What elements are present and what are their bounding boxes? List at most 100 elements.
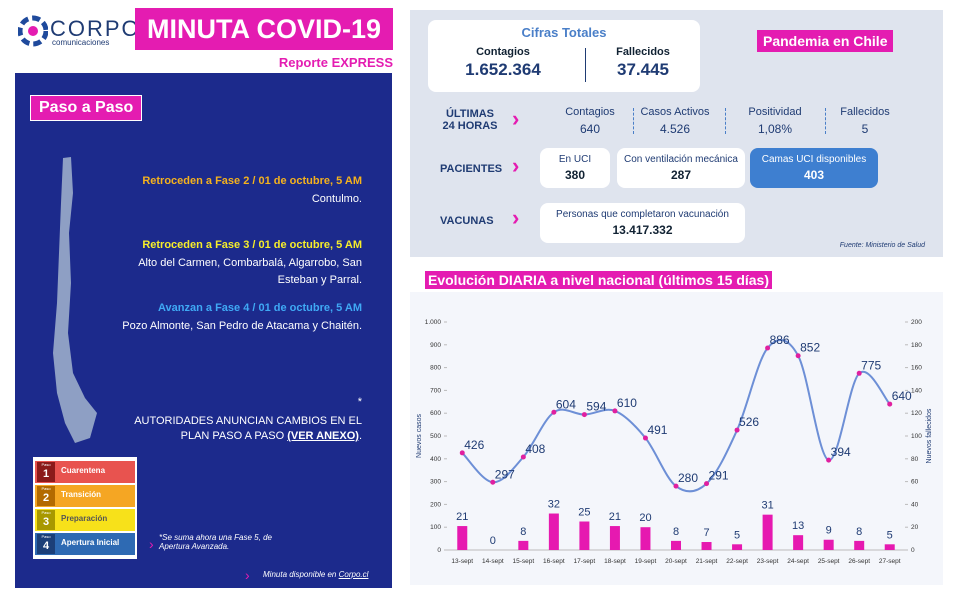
stat-label: Casos Activos — [640, 106, 710, 118]
item-heading: Retroceden a Fase 3 / 01 de octubre, 5 A… — [142, 239, 362, 251]
x-tick-label: 24-sept — [787, 558, 809, 565]
bar-label: 8 — [673, 526, 679, 538]
logo-sub: comunicaciones — [52, 38, 110, 47]
y-tick-label: 800 — [430, 365, 441, 372]
y2-tick-label: 0 — [911, 547, 915, 554]
point — [826, 457, 832, 463]
bar — [579, 521, 590, 550]
legend-row: Paso 1 Cuarentena — [35, 461, 135, 483]
item-text: Alto del Carmen, Combarbalá, Algarrobo, … — [138, 257, 362, 286]
fallecidos: 37.445 — [617, 60, 669, 79]
legend-label: Transición — [61, 490, 102, 499]
stat-label: Contagios — [565, 106, 615, 118]
fallecidos-label: Fallecidos — [616, 46, 670, 58]
legend-badge: Paso 4 — [37, 534, 55, 554]
bar-label: 5 — [734, 529, 740, 541]
point-label: 297 — [495, 467, 515, 481]
point — [642, 435, 648, 441]
bar — [518, 540, 529, 550]
bar-label: 20 — [639, 512, 651, 524]
stat-label: Personas que completaron vacunación — [556, 209, 729, 220]
stat-label: Camas UCI disponibles — [761, 154, 867, 165]
point — [795, 353, 801, 359]
stat-label: Positividad — [748, 106, 802, 118]
y2-tick-label: 20 — [911, 524, 919, 531]
separator — [633, 108, 634, 134]
map — [53, 157, 97, 443]
x-tick-label: 17-sept — [574, 558, 596, 565]
stat-card: En UCI 380 — [540, 148, 610, 188]
logo: CORPO — [50, 16, 141, 41]
x-tick-label: 27-sept — [879, 558, 901, 565]
y-tick-label: 200 — [430, 501, 441, 508]
x-tick-label: 18-sept — [604, 558, 626, 565]
item-text: Contulmo. — [311, 193, 362, 205]
note: *Se suma ahora una Fase 5, de Apertura A… — [159, 533, 272, 551]
x-tick-label: 21-sept — [696, 558, 718, 565]
y-tick-label: 900 — [430, 342, 441, 349]
chevron: › — [512, 153, 520, 178]
badge: Pandemia en Chile — [757, 30, 894, 52]
point — [887, 401, 893, 407]
point-label: 610 — [617, 396, 637, 410]
note-arrow: › — [149, 536, 154, 552]
y-tick-label: 500 — [430, 433, 441, 440]
subtitle: Reporte EXPRESS — [278, 55, 393, 70]
legend-row: Paso 3 Preparación — [35, 509, 135, 531]
legend-row: Paso 2 Transición — [35, 485, 135, 507]
legend-label: Cuarentena — [61, 466, 106, 475]
divider — [585, 48, 586, 82]
notice-text: AUTORIDADES ANUNCIAN CAMBIOS EN EL PLAN … — [134, 415, 362, 442]
legend-num: 3 — [42, 516, 50, 528]
footer-link[interactable]: Corpo.cl — [338, 570, 369, 579]
y2-tick-label: 80 — [911, 456, 919, 463]
notice-star: * — [357, 396, 362, 408]
x-tick-label: 19-sept — [635, 558, 657, 565]
legend-tag: Paso — [41, 486, 51, 491]
row-label: PACIENTES — [440, 163, 503, 175]
y2-tick-label: 60 — [911, 479, 919, 486]
y-tick-label: 700 — [430, 387, 441, 394]
bar — [762, 514, 773, 550]
bar-label: 21 — [609, 511, 621, 523]
point — [520, 454, 526, 460]
legend-label: Apertura Inicial — [61, 538, 120, 547]
bar — [884, 544, 895, 550]
point — [704, 481, 710, 487]
bar — [609, 526, 620, 550]
bar-label: 32 — [548, 499, 560, 511]
left-panel: Paso a Paso Retroceden a Fase 2 / 01 de … — [15, 73, 392, 588]
bar-label: 7 — [703, 527, 709, 539]
stat-label: En UCI — [558, 154, 592, 165]
legend-badge: Paso 3 — [37, 510, 55, 530]
stat-value: 287 — [670, 168, 692, 182]
legend-tag: Paso — [41, 510, 51, 515]
legend-tag: Paso — [41, 534, 51, 539]
y-tick-label: 1.000 — [425, 319, 442, 326]
totals-title: Cifras Totales — [521, 25, 607, 40]
chevron: › — [512, 205, 520, 230]
point — [581, 412, 587, 418]
phase-legend: Paso 1 Cuarentena Paso 2 Transición Paso 3 Prepa… — [33, 457, 137, 559]
point — [734, 427, 740, 433]
bar-label: 25 — [578, 507, 590, 519]
y2-tick-label: 100 — [911, 433, 922, 440]
notice-link[interactable]: (VER ANEXO) — [287, 430, 359, 442]
chart-title: Evolución DIARIA a nivel nacional (últim… — [425, 271, 772, 289]
y-tick-label: 300 — [430, 479, 441, 486]
point — [673, 483, 679, 489]
point-label: 394 — [831, 445, 851, 459]
line — [461, 339, 891, 493]
title: MINUTA COVID-19 — [135, 8, 393, 50]
y-tick-label: 100 — [430, 524, 441, 531]
stat-value: 640 — [579, 122, 601, 136]
bar — [548, 513, 559, 550]
row-label: ÚLTIMAS 24 HORAS — [442, 108, 498, 132]
point — [490, 479, 496, 485]
point — [856, 370, 862, 376]
y2-tick-label: 140 — [911, 387, 922, 394]
point-label: 491 — [647, 423, 667, 437]
point-label: 426 — [464, 438, 484, 452]
x-tick-label: 16-sept — [543, 558, 565, 565]
